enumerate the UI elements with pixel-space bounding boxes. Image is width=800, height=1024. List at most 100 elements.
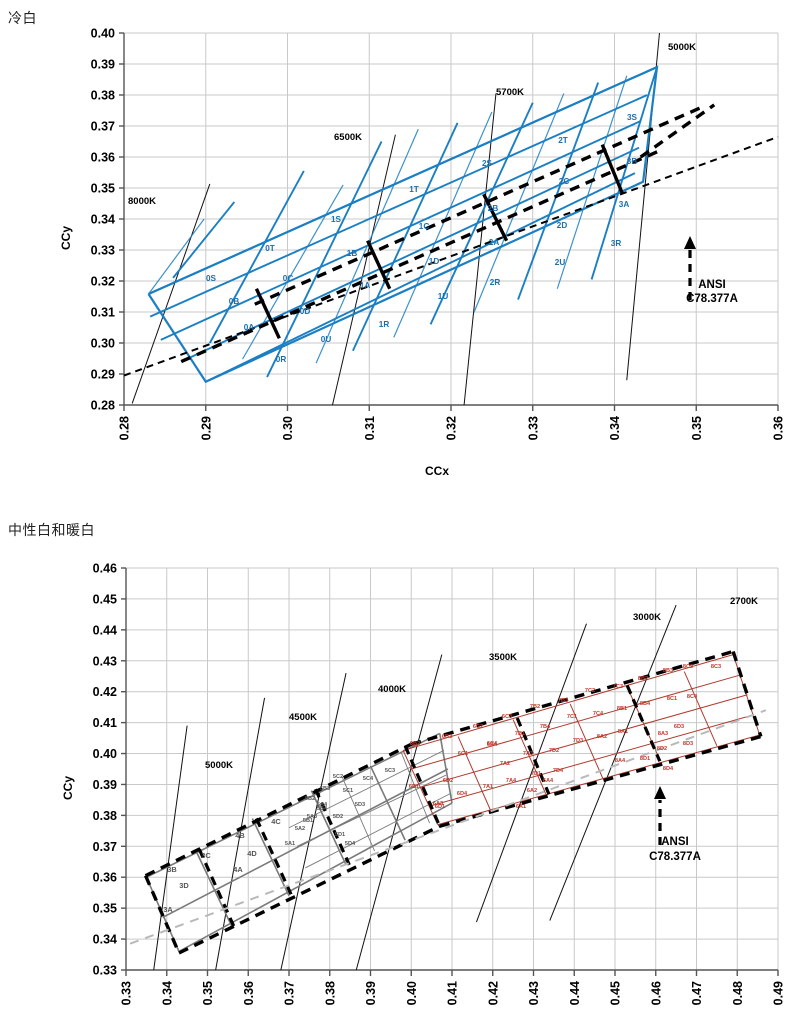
- x-tick-label: 0.43: [527, 981, 541, 1005]
- cct-line: [355, 654, 443, 971]
- bin-label: 8B3: [663, 668, 673, 674]
- y-tick-label: 0.28: [91, 399, 115, 413]
- bin-label: 6D1: [435, 804, 445, 810]
- chart-cool-white-canvas: 0.40 0.39 0.38 0.37 0.36 0.35 0.34 0.33 0.32 0.31…: [59, 27, 786, 479]
- bin-label: 2U: [555, 258, 566, 267]
- bin-label: 6A3: [433, 801, 443, 807]
- y-tick-label: 0.33: [91, 244, 115, 258]
- bin-label: 3C: [201, 851, 211, 860]
- x-tick-label: 0.48: [731, 981, 745, 1005]
- bin-label: 4C: [271, 817, 281, 826]
- bin-label: 7D1: [531, 771, 541, 777]
- ansi-boundary: [366, 239, 392, 290]
- bin-col-line: [148, 218, 205, 295]
- bin-label: 2D: [557, 221, 568, 230]
- bin-label: 7C3: [613, 684, 623, 690]
- bin-label: 1D: [429, 257, 440, 266]
- y-axis-title: CCy: [61, 776, 75, 800]
- y-tick-label: 0.42: [93, 685, 117, 699]
- ansi-label-line2: C78.377A: [686, 293, 738, 305]
- bin-label: 3D: [179, 881, 189, 890]
- y-tick-label: 0.29: [91, 368, 115, 382]
- y-tick-label: 0.46: [93, 562, 117, 576]
- bin-label: 3R: [611, 239, 622, 248]
- y-tick-label: 0.34: [91, 213, 115, 227]
- bin-col-line: [473, 93, 565, 313]
- bin-line: [341, 776, 375, 852]
- y-tick-label: 0.44: [93, 623, 117, 637]
- bin-label: 8A2: [597, 734, 607, 740]
- x-tick-label: 0.36: [242, 981, 256, 1005]
- x-tick-label: 0.34: [608, 416, 622, 440]
- bin-col-line: [352, 122, 459, 352]
- ansi-boundary: [639, 103, 716, 159]
- chart1-bin-lattice: [147, 65, 659, 384]
- bin-label: 6B2: [410, 741, 420, 747]
- ansi-boundary: [144, 742, 413, 878]
- ansi-boundary: [254, 288, 281, 340]
- y-tick-label: 0.32: [91, 275, 115, 289]
- bin-col-line: [266, 141, 383, 378]
- bin-line: [402, 654, 734, 751]
- bin-line: [457, 736, 492, 811]
- cct-line: [549, 604, 677, 921]
- x-tick-label: 0.37: [283, 981, 297, 1005]
- cct-label: 3500K: [489, 652, 517, 663]
- bin-label: 2A: [489, 238, 500, 247]
- bin-line: [683, 671, 718, 747]
- cct-line: [475, 623, 587, 923]
- bin-label: 5D3: [355, 802, 365, 808]
- bin-label: 6C4: [487, 741, 498, 747]
- x-tick-label: 0.41: [446, 981, 460, 1005]
- bin-line: [146, 732, 441, 878]
- bin-col-line: [517, 82, 600, 300]
- chart-cool-white: 0.40 0.39 0.38 0.37 0.36 0.35 0.34 0.33 0.32 0.31…: [0, 0, 800, 490]
- ansi-boundary: [515, 717, 551, 795]
- bin-label: 2T: [558, 136, 568, 145]
- ansi-boundary: [143, 875, 181, 954]
- bin-label: 1S: [331, 215, 342, 224]
- y-tick-label: 0.38: [91, 89, 115, 103]
- bin-label: 0C: [283, 274, 294, 283]
- bin-label: 4B: [235, 831, 244, 840]
- bin-line: [438, 733, 453, 804]
- bin-label: 4A: [233, 865, 243, 874]
- bin-label: 5A1: [285, 841, 295, 847]
- bin-line: [288, 750, 445, 829]
- bin-label: 0U: [321, 335, 332, 344]
- y-tick-label: 0.30: [91, 337, 115, 351]
- bin-line: [369, 765, 406, 841]
- cct-line: [131, 183, 211, 404]
- ansi-boundary: [254, 817, 293, 895]
- y-tick-label: 0.37: [91, 120, 115, 134]
- bin-line: [400, 751, 431, 824]
- ansi-boundary: [123, 135, 779, 377]
- y-tick-label: 0.40: [91, 27, 115, 41]
- bin-label: 5D4: [345, 841, 356, 847]
- x-tick-label: 0.34: [160, 981, 174, 1005]
- y-tick-label: 0.43: [93, 654, 117, 668]
- y-tick-label: 0.38: [93, 809, 117, 823]
- bin-label: 8C1: [667, 696, 677, 702]
- bin-label: 6C1: [458, 751, 468, 757]
- bin-label: 8A3: [658, 731, 668, 737]
- bin-label: 6A1: [516, 804, 526, 810]
- cct-label: 3000K: [633, 612, 661, 623]
- bin-line: [512, 719, 547, 794]
- bin-label: 5B4: [317, 806, 328, 812]
- bin-label: 2R: [490, 278, 501, 287]
- bin-col-line: [590, 66, 658, 280]
- bin-line: [429, 714, 754, 807]
- bin-label: 6A4: [543, 778, 554, 784]
- cct-label: 5000K: [668, 42, 696, 53]
- x-tick-label: 0.32: [445, 416, 459, 440]
- chart1-ansi-quadrangles: [123, 103, 779, 377]
- bin-label: 8D2: [657, 746, 667, 752]
- bin-label: 8C4: [687, 694, 698, 700]
- bin-label: 8C3: [711, 664, 721, 670]
- chart-neutral-warm-white-canvas: 0.46 0.45 0.44 0.43 0.42 0.41 0.40 0.39 0.38 0.37…: [61, 562, 786, 1006]
- bin-label: 3A: [163, 905, 173, 914]
- ansi-boundary: [254, 105, 704, 306]
- cct-label: 8000K: [128, 196, 156, 207]
- bin-label: 1U: [438, 292, 449, 301]
